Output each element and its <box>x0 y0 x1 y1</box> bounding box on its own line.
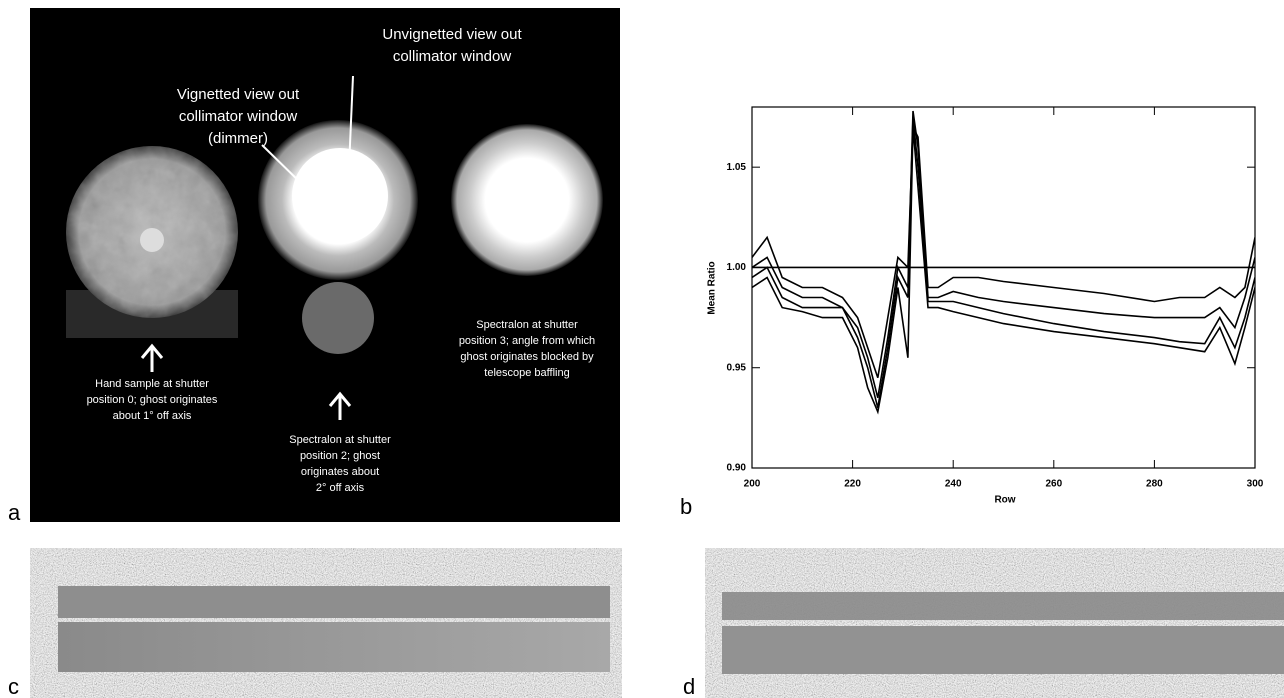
plot-frame <box>751 106 1256 469</box>
y-tick-label: 0.90 <box>727 463 747 474</box>
x-tick-label: 220 <box>844 479 861 490</box>
annotation: 2° off axis <box>316 482 365 494</box>
x-tick-label: 200 <box>744 479 761 490</box>
x-tick-label: 240 <box>945 479 962 490</box>
x-tick-label: 280 <box>1146 479 1163 490</box>
y-tick-label: 1.05 <box>727 162 747 173</box>
annotation: Hand sample at shutter <box>95 378 209 390</box>
annotation: Vignetted view out <box>177 86 300 103</box>
data-line <box>752 126 1255 379</box>
plot-lines <box>752 110 1255 415</box>
data-line <box>752 110 1255 398</box>
y-tick-label: 1.00 <box>727 262 747 273</box>
annotation: collimator window <box>393 48 512 65</box>
panel-a-image <box>30 8 620 522</box>
annotation: telescope baffling <box>484 367 569 379</box>
panel-label: d <box>683 674 695 698</box>
annotation: Unvignetted view out <box>382 26 522 43</box>
panel-label: b <box>680 494 692 519</box>
panel-d-image <box>705 548 1284 698</box>
x-tick-label: 300 <box>1247 479 1264 490</box>
panel-c-image <box>30 548 622 698</box>
annotation: (dimmer) <box>208 130 268 147</box>
panel-label: a <box>8 500 21 525</box>
annotation: position 3; angle from which <box>459 335 595 347</box>
data-line <box>752 127 1255 415</box>
y-tick-label: 0.95 <box>727 362 747 373</box>
annotation: position 0; ghost originates <box>87 394 218 406</box>
annotation: ghost originates blocked by <box>460 351 594 363</box>
annotation: collimator window <box>179 108 298 125</box>
panel-label: c <box>8 674 19 698</box>
annotation: originates about <box>301 466 379 478</box>
annotation: about 1° off axis <box>113 410 192 422</box>
y-axis-label: Mean Ratio <box>707 261 718 314</box>
x-tick-label: 260 <box>1045 479 1062 490</box>
x-axis-label: Row <box>994 495 1015 506</box>
annotation: position 2; ghost <box>300 450 380 462</box>
data-line <box>752 116 1255 408</box>
annotation: Spectralon at shutter <box>289 434 391 446</box>
annotation: Spectralon at shutter <box>476 319 578 331</box>
